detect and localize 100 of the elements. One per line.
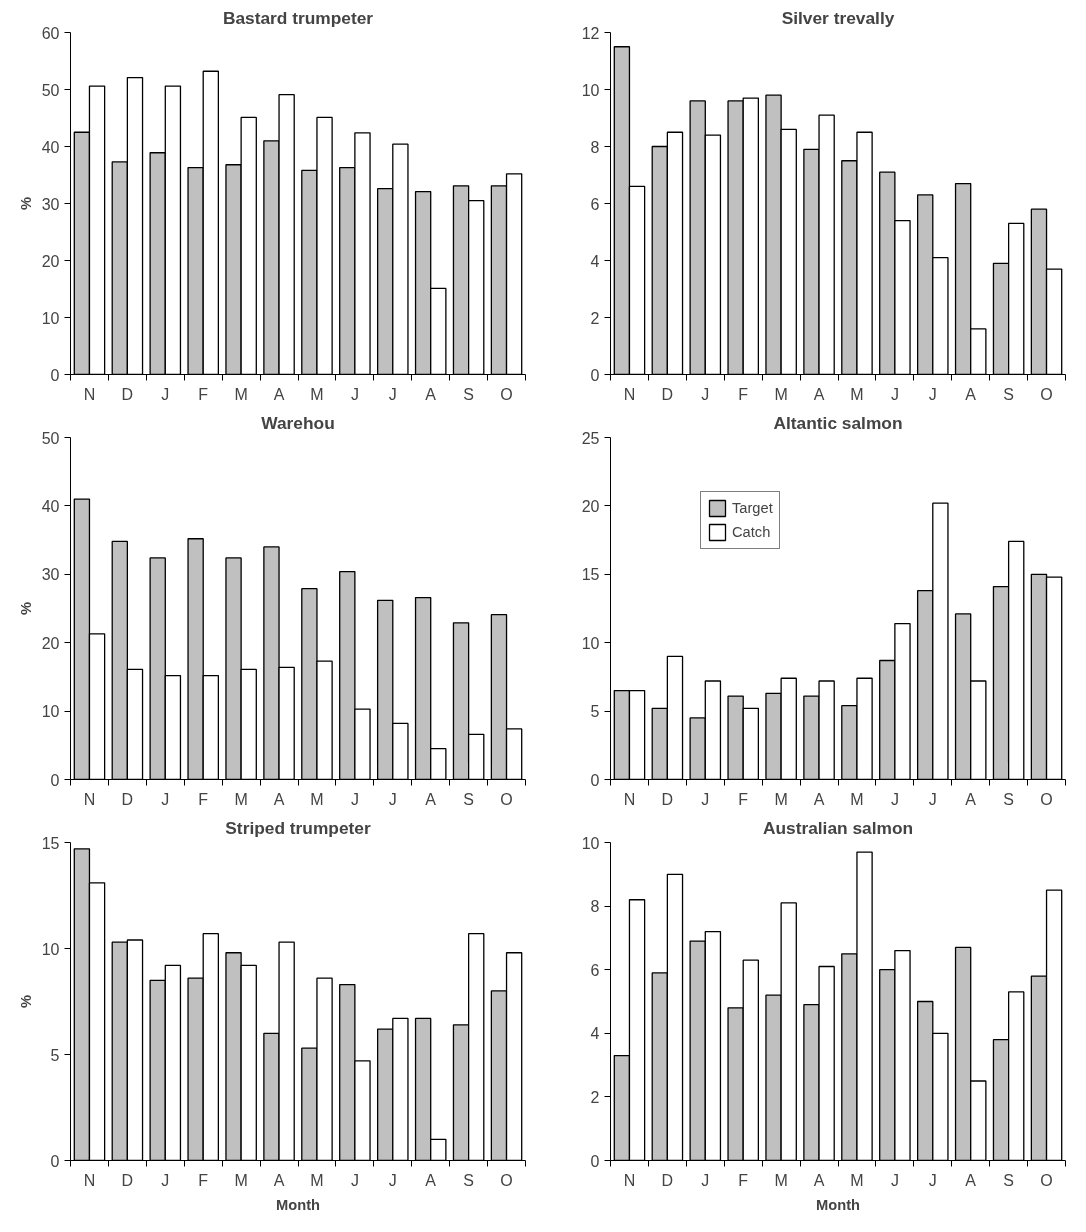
y-tick-label: 15 xyxy=(581,566,600,584)
chart-title: Bastard trumpeter xyxy=(222,7,374,28)
x-tick-label: J xyxy=(928,385,937,403)
y-axis-title: % xyxy=(17,196,34,211)
y-tick-label: 50 xyxy=(41,429,60,447)
legend-label: Catch xyxy=(732,524,771,540)
x-tick-label: F xyxy=(738,1171,749,1189)
legend-label: Target xyxy=(732,500,773,516)
y-tick-label: 12 xyxy=(581,24,600,42)
x-tick-label: J xyxy=(928,1171,937,1189)
x-tick-label: N xyxy=(83,385,96,403)
x-tick-label: M xyxy=(850,1171,864,1189)
y-tick-label: 10 xyxy=(41,940,60,958)
x-tick-label: J xyxy=(161,790,170,808)
x-tick-label: D xyxy=(121,1171,134,1189)
x-tick-label: J xyxy=(701,1171,710,1189)
y-tick-label: 6 xyxy=(590,195,600,213)
x-tick-label: J xyxy=(388,790,397,808)
y-tick-label: 2 xyxy=(590,1088,600,1106)
y-tick-label: 5 xyxy=(590,703,600,721)
x-tick-label: O xyxy=(1040,385,1053,403)
x-tick-label: J xyxy=(701,790,710,808)
x-tick-label: M xyxy=(234,1171,248,1189)
x-tick-label: M xyxy=(234,385,248,403)
y-tick-label: 50 xyxy=(41,81,60,99)
y-tick-label: 40 xyxy=(41,138,60,156)
y-tick-label: 30 xyxy=(41,566,60,584)
x-tick-label: A xyxy=(425,790,437,808)
x-tick-label: N xyxy=(83,790,96,808)
y-tick-label: 15 xyxy=(41,834,60,852)
x-tick-label: J xyxy=(161,1171,170,1189)
x-tick-label: S xyxy=(1003,1171,1014,1189)
y-tick-label: 40 xyxy=(41,497,60,515)
x-tick-label: F xyxy=(738,790,749,808)
x-tick-label: A xyxy=(965,790,977,808)
y-tick-label: 60 xyxy=(41,24,60,42)
x-tick-label: M xyxy=(310,790,324,808)
x-tick-label: D xyxy=(661,790,674,808)
x-tick-label: A xyxy=(425,1171,437,1189)
y-tick-label: 20 xyxy=(581,497,600,515)
y-tick-label: 10 xyxy=(41,309,60,327)
chart-title: Striped trumpeter xyxy=(225,817,371,838)
chart-title: Warehou xyxy=(261,412,335,433)
x-tick-label: F xyxy=(198,790,209,808)
x-tick-label: A xyxy=(813,1171,825,1189)
x-tick-label: S xyxy=(1003,385,1014,403)
x-tick-label: A xyxy=(273,385,285,403)
x-axis-title: Month xyxy=(816,1196,861,1213)
y-tick-label: 10 xyxy=(41,703,60,721)
y-tick-label: 25 xyxy=(581,429,600,447)
x-tick-label: M xyxy=(310,385,324,403)
x-tick-label: N xyxy=(623,790,636,808)
y-tick-label: 5 xyxy=(50,1046,60,1064)
x-tick-label: O xyxy=(500,1171,513,1189)
x-tick-label: O xyxy=(500,790,513,808)
x-tick-label: O xyxy=(1040,1171,1053,1189)
x-tick-label: D xyxy=(121,385,134,403)
x-tick-label: O xyxy=(1040,790,1053,808)
x-tick-label: F xyxy=(198,1171,209,1189)
x-tick-label: S xyxy=(463,385,474,403)
x-tick-label: N xyxy=(83,1171,96,1189)
x-tick-label: J xyxy=(928,790,937,808)
y-tick-label: 6 xyxy=(590,961,600,979)
x-tick-label: F xyxy=(738,385,749,403)
x-tick-label: M xyxy=(774,1171,788,1189)
y-tick-label: 20 xyxy=(41,634,60,652)
y-axis-title: % xyxy=(17,994,34,1009)
y-tick-label: 0 xyxy=(50,771,60,789)
x-axis-title: Month xyxy=(276,1196,321,1213)
y-tick-label: 4 xyxy=(590,1025,600,1043)
x-tick-label: M xyxy=(234,790,248,808)
y-tick-label: 10 xyxy=(581,81,600,99)
x-tick-label: S xyxy=(463,1171,474,1189)
chart-title: Australian salmon xyxy=(762,817,914,838)
x-tick-label: S xyxy=(463,790,474,808)
x-tick-label: O xyxy=(500,385,513,403)
x-tick-label: S xyxy=(1003,790,1014,808)
x-tick-label: J xyxy=(350,385,359,403)
x-tick-label: J xyxy=(890,790,899,808)
y-tick-label: 8 xyxy=(590,898,600,916)
x-tick-label: M xyxy=(850,790,864,808)
x-tick-label: D xyxy=(121,790,134,808)
y-tick-label: 4 xyxy=(590,252,600,270)
x-tick-label: A xyxy=(425,385,437,403)
x-tick-label: A xyxy=(813,385,825,403)
x-tick-label: J xyxy=(350,790,359,808)
y-tick-label: 0 xyxy=(50,366,60,384)
x-tick-label: N xyxy=(623,385,636,403)
x-tick-label: J xyxy=(350,1171,359,1189)
x-tick-label: M xyxy=(850,385,864,403)
y-tick-label: 2 xyxy=(590,309,600,327)
chart-title: Silver trevally xyxy=(781,7,895,28)
y-tick-label: 0 xyxy=(50,1152,60,1170)
x-tick-label: A xyxy=(965,1171,977,1189)
x-tick-label: J xyxy=(701,385,710,403)
y-tick-label: 10 xyxy=(581,634,600,652)
x-tick-label: M xyxy=(774,790,788,808)
x-tick-label: M xyxy=(774,385,788,403)
x-tick-label: D xyxy=(661,385,674,403)
x-tick-label: A xyxy=(813,790,825,808)
